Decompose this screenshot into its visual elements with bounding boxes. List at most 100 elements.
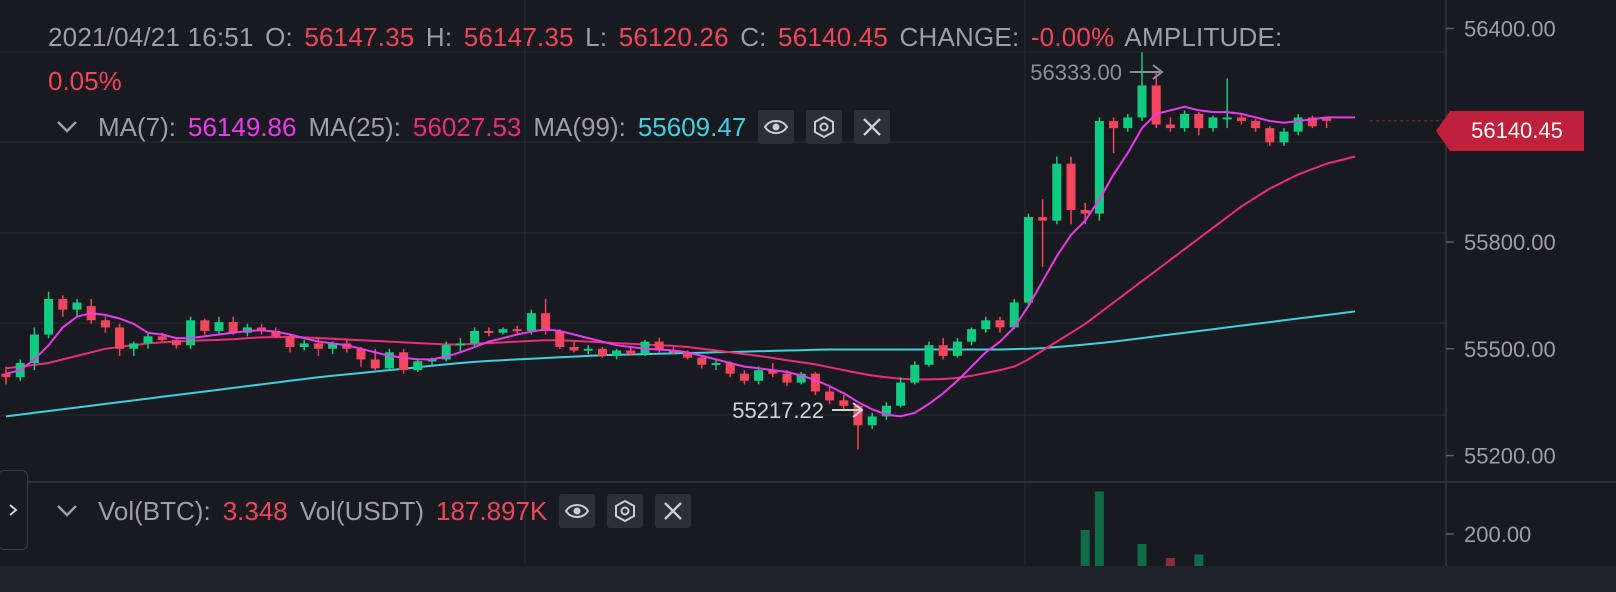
candle-body <box>313 343 323 349</box>
high-annotation: 56333.00 <box>1030 60 1122 85</box>
change-label: CHANGE: <box>899 22 1020 52</box>
close-icon <box>863 118 882 136</box>
volume-bar <box>1165 558 1175 572</box>
candle-body <box>1236 117 1246 121</box>
candle-body <box>72 302 82 310</box>
candle-body <box>1293 117 1303 132</box>
candle-body <box>58 298 68 310</box>
candle-body <box>1009 302 1019 328</box>
candle-body <box>356 348 366 360</box>
candle-body <box>484 330 494 333</box>
settings-icon <box>615 499 636 523</box>
ma25-label: MA(25): <box>308 111 401 142</box>
ma99-value: 55609.47 <box>637 111 747 142</box>
open-value: 56147.35 <box>304 22 415 52</box>
candle-body <box>867 416 877 426</box>
candle-body <box>1123 117 1133 129</box>
candle-body <box>810 373 820 392</box>
vol-usdt-label: Vol(USDT) <box>299 495 425 526</box>
candle-body <box>285 336 295 347</box>
volume-tick-label: 200.00 <box>1464 522 1531 547</box>
ma25-value: 56027.53 <box>412 111 522 142</box>
candle-body <box>1322 118 1332 121</box>
candle-body <box>413 361 423 371</box>
vol-close-button[interactable] <box>655 494 692 528</box>
candle-body <box>910 364 920 383</box>
vol-settings-button[interactable] <box>607 494 644 528</box>
candle-body <box>612 350 622 356</box>
candle-body <box>498 329 508 333</box>
candle-body <box>399 352 409 371</box>
close-icon <box>664 502 683 520</box>
high-label: H: <box>425 22 453 52</box>
candle-body <box>782 373 792 383</box>
vol-visibility-button[interactable] <box>559 494 596 528</box>
candle-body <box>1307 117 1317 127</box>
candle-body <box>1222 117 1232 120</box>
price-tick-label: 56400.00 <box>1464 16 1556 41</box>
volume-bar <box>1080 530 1090 572</box>
volume-bar <box>1194 554 1204 572</box>
volume-bar <box>1094 491 1104 572</box>
candle-body <box>370 359 380 369</box>
ma7-label: MA(7): <box>98 111 176 142</box>
candle-body <box>881 405 891 417</box>
candle-body <box>541 313 551 331</box>
candle-body <box>583 348 593 351</box>
expand-panel-button[interactable] <box>0 470 28 550</box>
candle-body <box>257 327 267 331</box>
candle-body <box>1023 217 1033 303</box>
ma99-line <box>5 310 1356 418</box>
candle-body <box>1137 85 1147 118</box>
candle-body <box>1279 131 1289 143</box>
ma-close-button[interactable] <box>854 110 891 144</box>
datetime: 2021/04/21 16:51 <box>48 22 254 52</box>
candle-body <box>725 363 735 374</box>
candle-body <box>1094 121 1104 214</box>
candle-body <box>186 320 196 346</box>
candle-body <box>1080 209 1090 214</box>
chevron-down-icon[interactable] <box>52 496 82 526</box>
chevron-down-icon[interactable] <box>52 112 82 142</box>
vol-usdt-value: 187.897K <box>436 495 548 526</box>
current-price-tag: 56140.45 <box>1436 111 1584 151</box>
low-annotation: 55217.22 <box>732 398 824 423</box>
candle-body <box>1180 113 1190 129</box>
candle-body <box>427 359 437 362</box>
high-value: 56147.35 <box>463 22 574 52</box>
high-annotation-arrowhead <box>1152 64 1164 80</box>
ma99-label: MA(99): <box>533 111 626 142</box>
candle-body <box>683 352 693 358</box>
candle-body <box>1165 124 1175 129</box>
candle-body <box>796 373 806 383</box>
candle-body <box>299 343 309 347</box>
candle-body <box>825 391 835 401</box>
candle-body <box>214 322 224 331</box>
low-label: L: <box>585 22 608 52</box>
candle-body <box>470 330 480 344</box>
ma7-line <box>5 105 1355 418</box>
candle-body <box>512 329 522 332</box>
candle-body <box>754 370 764 381</box>
candle-body <box>1265 128 1275 143</box>
ma-settings-button[interactable] <box>806 110 843 144</box>
change-value: -0.00% <box>1030 22 1115 52</box>
candle-body <box>768 370 778 374</box>
candle-body <box>143 336 153 344</box>
ma-visibility-button[interactable] <box>758 110 795 144</box>
candle-body <box>228 322 238 333</box>
candle-body <box>739 373 749 381</box>
candle-body <box>1251 121 1261 129</box>
amplitude-label: AMPLITUDE: <box>1124 22 1283 52</box>
candle-body <box>839 400 849 406</box>
close-value: 56140.45 <box>778 22 889 52</box>
price-tick-label: 55500.00 <box>1464 337 1556 362</box>
candle-body <box>555 330 565 347</box>
settings-icon <box>814 115 835 139</box>
candle-body <box>157 336 167 340</box>
candle-body <box>924 345 934 365</box>
candle-body <box>271 330 281 337</box>
chevron-right-icon <box>9 504 18 516</box>
candle-body <box>995 320 1005 328</box>
